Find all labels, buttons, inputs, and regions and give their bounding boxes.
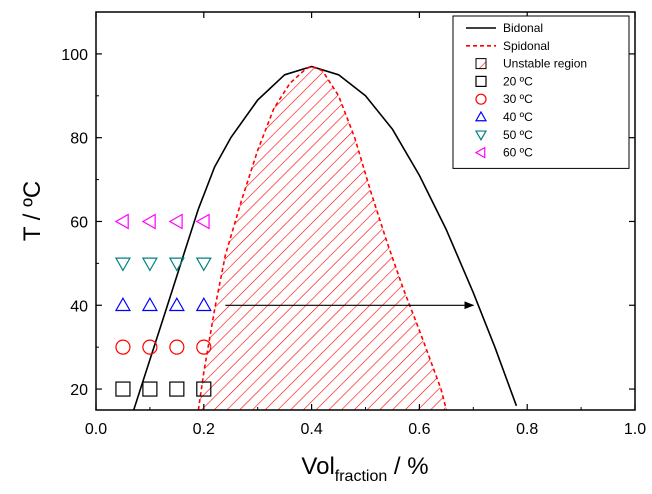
data-point-square <box>115 381 131 397</box>
y-tick-label: 40 <box>70 298 88 315</box>
y-tick-label: 100 <box>61 47 88 64</box>
y-tick-label: 20 <box>70 382 88 399</box>
x-tick-label: 0.2 <box>193 421 215 438</box>
data-point-triangle-up <box>141 297 158 312</box>
data-point-circle <box>169 339 185 355</box>
x-axis-label-suffix: / % <box>387 453 428 480</box>
legend: Bidonal Spidonal Unstable region 20 ºC 30 ºC… <box>452 15 630 169</box>
legend-swatch-marker <box>474 110 488 122</box>
legend-label: 30 ºC <box>503 92 533 106</box>
data-point-circle <box>115 339 131 355</box>
data-point-triangle-left <box>114 213 129 230</box>
plot-content <box>114 65 518 410</box>
data-point-circle <box>142 339 158 355</box>
x-tick-label: 0.8 <box>516 421 538 438</box>
data-point-square <box>169 381 185 397</box>
axes: 0.0 0.2 0.4 0.6 0.8 1.0 20 40 60 80 100 <box>61 12 646 438</box>
data-point-triangle-down <box>168 257 185 272</box>
unstable-region-hatch <box>198 66 447 410</box>
data-point-triangle-left <box>168 213 183 230</box>
legend-swatch-marker <box>474 130 488 142</box>
binodal-curve <box>132 65 518 410</box>
legend-label: 20 ºC <box>503 74 533 88</box>
x-tick-label: 0.6 <box>408 421 430 438</box>
data-point-triangle-down <box>114 257 131 272</box>
legend-label: 50 ºC <box>503 128 533 142</box>
data-point-triangle-left <box>195 213 210 230</box>
data-point-triangle-up <box>168 297 185 312</box>
legend-swatch-hatch <box>475 58 487 70</box>
data-point-square <box>142 381 158 397</box>
x-tick-label: 1.0 <box>624 421 646 438</box>
x-axis-label: Volfraction / % <box>301 453 428 485</box>
legend-swatch-marker <box>475 93 487 105</box>
legend-box <box>452 15 630 169</box>
data-point-circle <box>196 339 212 355</box>
legend-label: Unstable region <box>503 57 587 71</box>
data-point-triangle-down <box>141 257 158 272</box>
x-tick-label: 0.4 <box>300 421 322 438</box>
y-tick-label: 80 <box>70 131 88 148</box>
data-point-triangle-up <box>195 297 212 312</box>
legend-swatch-marker <box>475 75 487 88</box>
x-axis-label-main: Vol <box>301 453 334 480</box>
data-point-triangle-up <box>114 297 131 312</box>
data-point-square <box>196 381 212 397</box>
x-axis-label-subscript: fraction <box>335 468 387 485</box>
legend-label: Bidonal <box>503 21 543 35</box>
y-axis-label: T / ºC <box>19 181 46 241</box>
data-point-triangle-down <box>195 257 212 272</box>
spinodal-curve <box>197 65 448 410</box>
y-tick-label: 60 <box>70 214 88 231</box>
legend-label: 40 ºC <box>503 110 533 124</box>
legend-label: 60 ºC <box>503 146 533 160</box>
x-tick-label: 0.0 <box>85 421 107 438</box>
data-point-triangle-left <box>141 213 156 230</box>
legend-label: Spidonal <box>503 39 550 53</box>
legend-swatch-marker <box>474 146 486 159</box>
